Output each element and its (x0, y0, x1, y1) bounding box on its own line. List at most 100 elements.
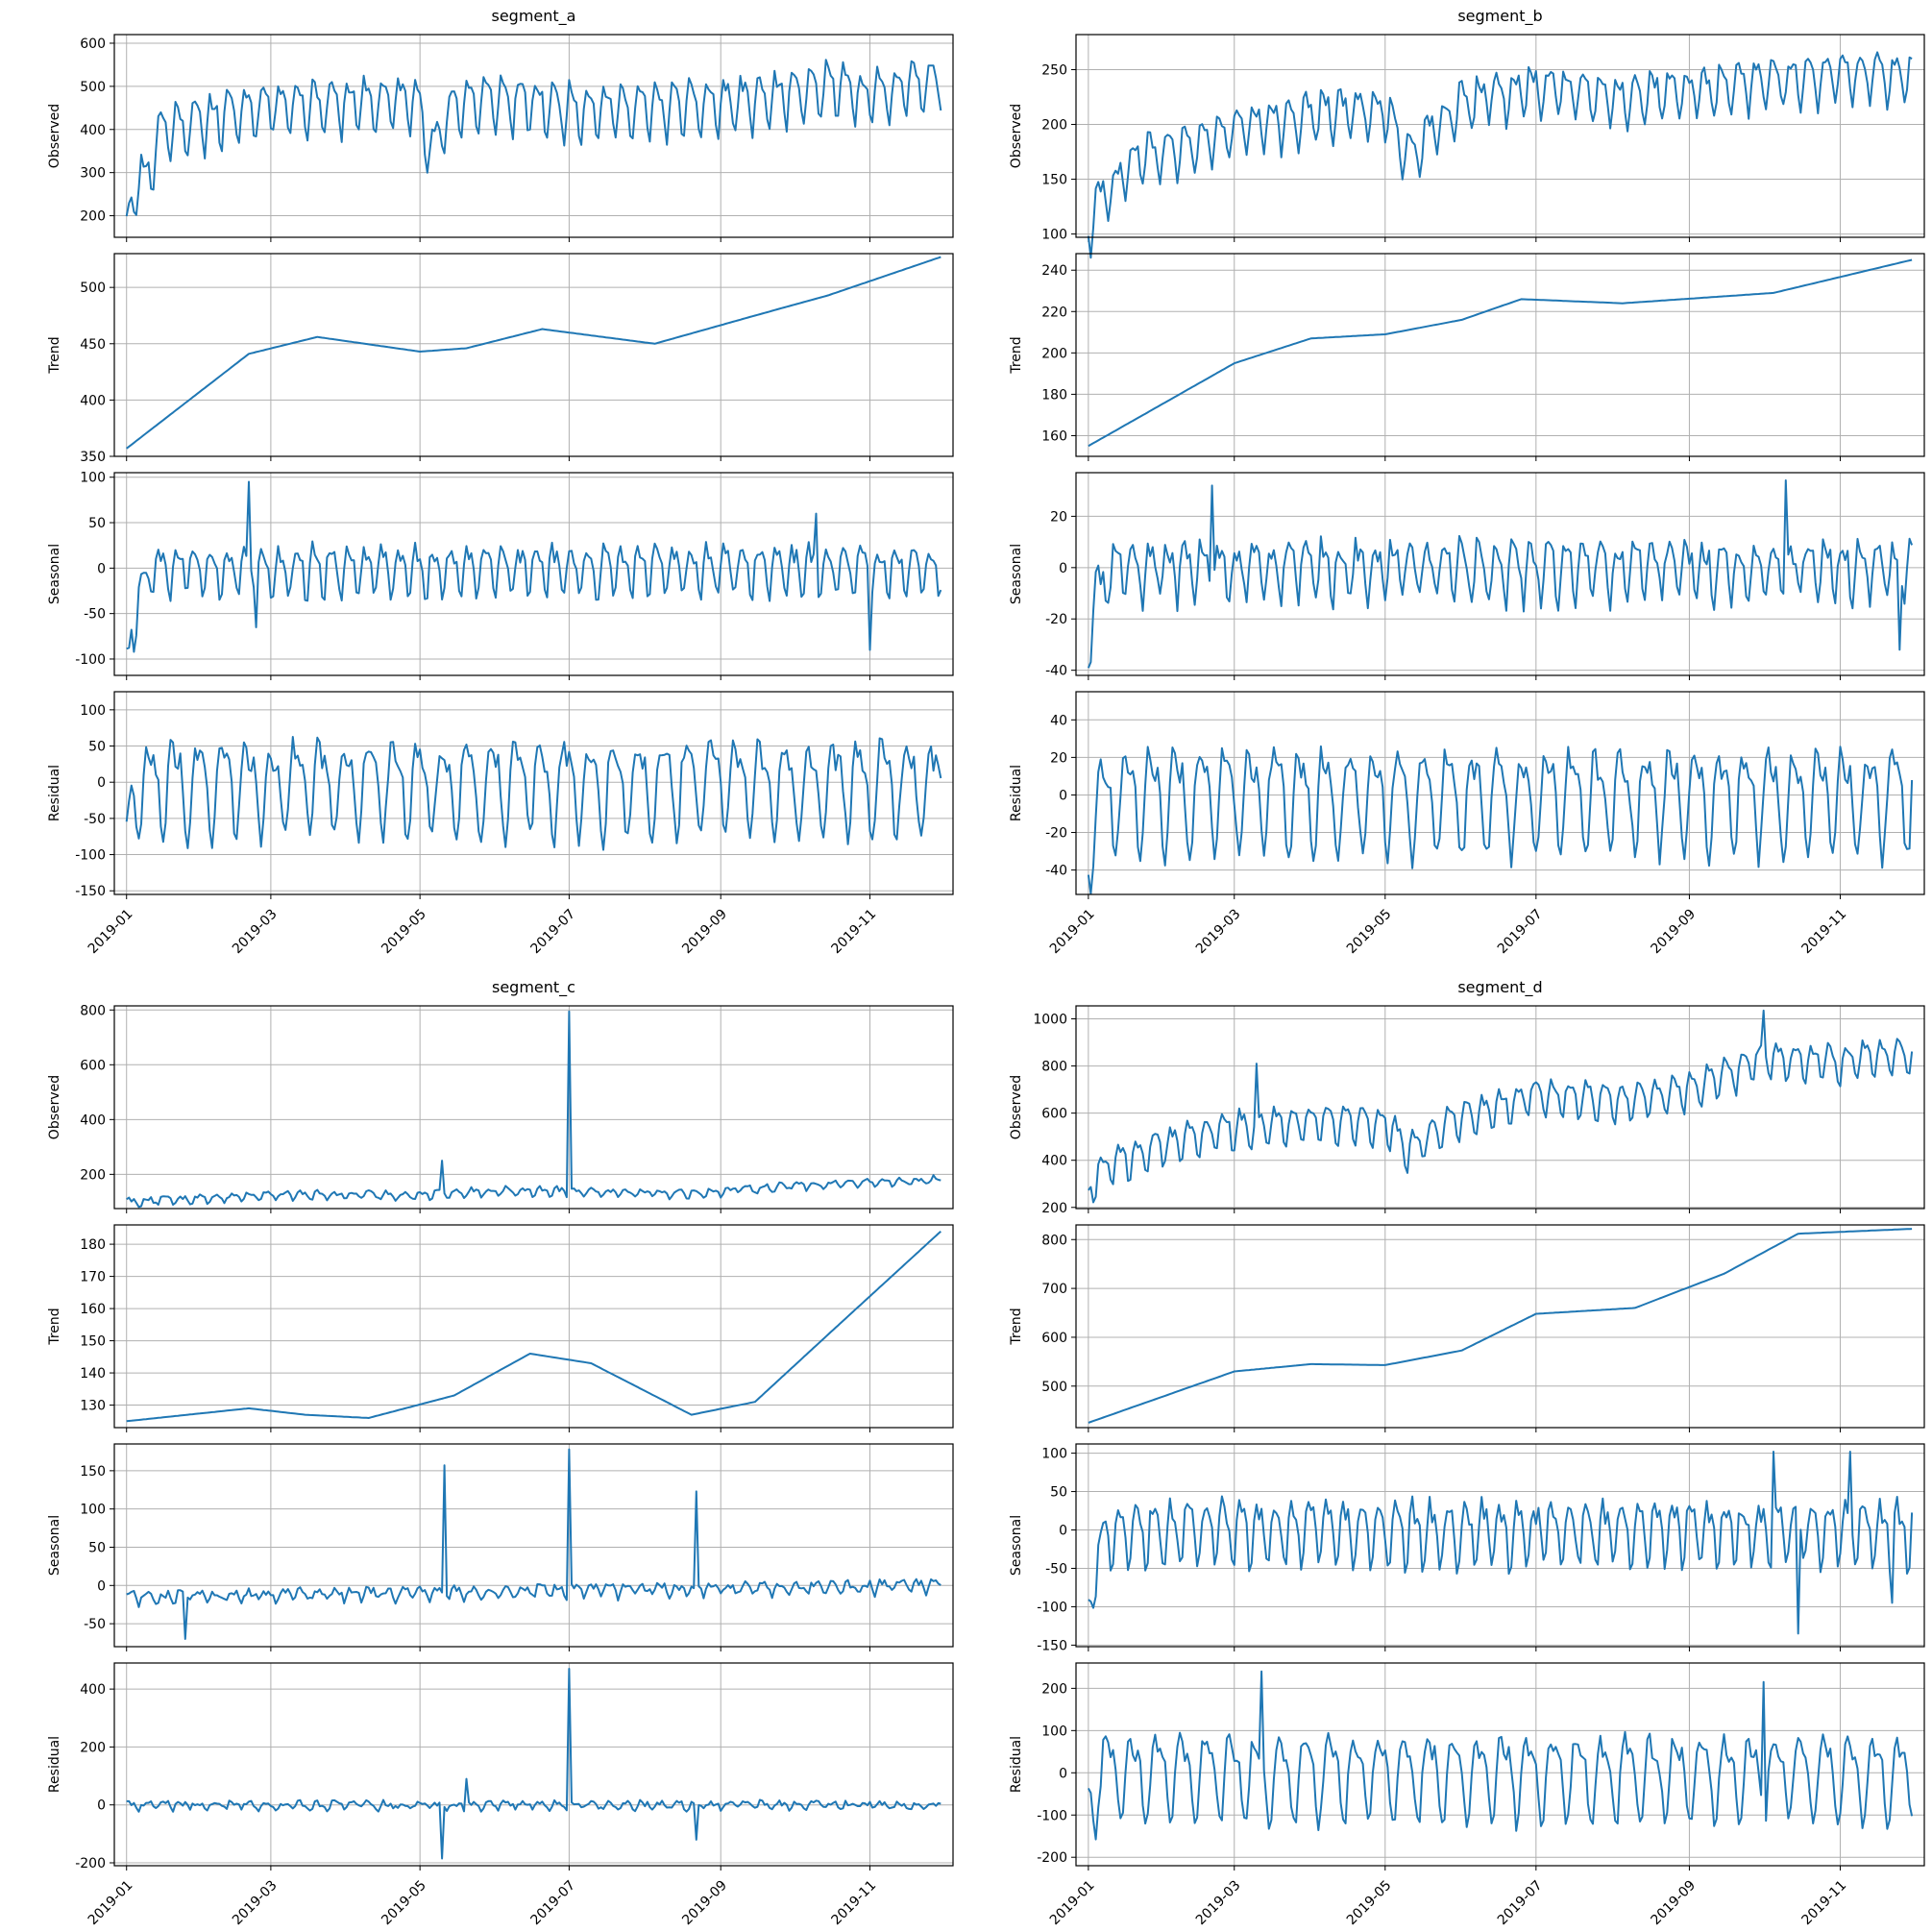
y-tick-label: 400 (1041, 1154, 1067, 1169)
y-tick-label: -40 (1045, 664, 1067, 679)
y-tick-label: 600 (1041, 1331, 1067, 1346)
y-tick-label: 220 (1041, 305, 1067, 320)
y-tick-label: 160 (1041, 428, 1067, 444)
segment_b-residual-series (1087, 745, 1914, 895)
x-tick-label: 2019-09 (1649, 906, 1700, 957)
y-tick-label: 0 (97, 775, 106, 791)
x-tick-label: 2019-11 (1799, 1877, 1850, 1928)
axes-frame (113, 1224, 954, 1429)
y-tick-label: 200 (1041, 1201, 1067, 1216)
y-tick-label: 100 (80, 1503, 106, 1518)
y-axis-label: Seasonal (47, 544, 62, 604)
y-tick-label: 1000 (1033, 1012, 1067, 1027)
chart-title: segment_b (1457, 7, 1542, 26)
segment_c-trend-series (126, 1230, 942, 1423)
segment_b-observed-series (1087, 51, 1913, 259)
y-tick-label: 140 (80, 1366, 106, 1382)
x-tick-label: 2019-01 (86, 906, 136, 957)
axes-frame (1075, 34, 1925, 238)
panel-trend: 350 400 450 500 Trend (47, 253, 954, 465)
y-tick-label: 300 (80, 166, 106, 182)
y-tick-label: 500 (80, 80, 106, 95)
segment_c-seasonal-series (126, 1448, 942, 1640)
x-tick-label: 2019-07 (1495, 1877, 1546, 1928)
y-axis-label: Observed (1009, 104, 1024, 168)
y-tick-label: 20 (1050, 750, 1067, 766)
x-tick-label: 2019-05 (1344, 1877, 1395, 1928)
segment_a-seasonal-series (126, 480, 942, 653)
y-axis-label: Residual (1009, 765, 1024, 821)
y-tick-label: 800 (1041, 1233, 1067, 1248)
y-tick-label: -100 (75, 848, 106, 864)
panel-seasonal: -50 0 50 100 150 Seasonal (47, 1443, 954, 1651)
segment_d-residual-series (1088, 1670, 1914, 1841)
y-tick-label: 200 (1041, 346, 1067, 361)
y-tick-label: 800 (80, 1003, 106, 1018)
y-tick-label: -100 (75, 652, 106, 668)
y-tick-label: 170 (80, 1270, 106, 1285)
panel-observed: 200 300 400 500 600 Observed (47, 34, 954, 242)
y-tick-label: 200 (1041, 118, 1067, 134)
segment_b-trend-series (1088, 258, 1913, 448)
axes-frame (1075, 253, 1925, 457)
x-tick-label: 2019-11 (829, 1877, 880, 1928)
y-tick-label: 700 (1041, 1282, 1067, 1297)
x-tick-label: 2019-09 (1649, 1877, 1700, 1928)
x-tick-label: 2019-09 (679, 1877, 730, 1928)
y-tick-label: -50 (1045, 1561, 1067, 1577)
y-tick-label: 20 (1050, 509, 1067, 525)
y-axis-label: Trend (47, 336, 62, 374)
y-tick-label: 100 (80, 471, 106, 486)
axes-frame (1075, 691, 1925, 895)
x-tick-label: 2019-07 (1495, 906, 1546, 957)
y-tick-label: 50 (88, 516, 106, 531)
y-axis-label: Seasonal (1009, 1515, 1024, 1576)
segment_c-residual-series (126, 1668, 942, 1860)
panel-residual: -200 -100 0 100 200 Residual 2019-01 2019-03 201… (1009, 1662, 1925, 1928)
segment_d-observed-series (1088, 1009, 1914, 1204)
segment_d-trend-series (1088, 1228, 1913, 1424)
x-tick-label: 2019-11 (829, 906, 880, 957)
y-tick-label: 200 (1041, 1681, 1067, 1697)
y-tick-label: 0 (97, 1798, 106, 1814)
x-tick-label: 2019-03 (230, 1877, 281, 1928)
y-tick-label: 100 (1041, 1724, 1067, 1739)
panel-residual: -40 -20 0 20 40 Residual 2019-01 2019-03 2019-05… (1009, 691, 1925, 957)
y-tick-label: -40 (1045, 864, 1067, 879)
y-axis-label: Seasonal (47, 1515, 62, 1576)
y-tick-label: -150 (1037, 1638, 1067, 1653)
axes-frame (1075, 1005, 1925, 1210)
axes-frame (113, 472, 954, 676)
y-tick-label: 50 (88, 740, 106, 755)
axes-frame (1075, 1224, 1925, 1429)
y-axis-label: Observed (47, 1075, 62, 1139)
y-tick-label: -20 (1045, 826, 1067, 842)
y-tick-label: 200 (80, 1167, 106, 1183)
y-tick-label: 600 (80, 1058, 106, 1073)
y-tick-label: 150 (1041, 173, 1067, 188)
y-tick-label: 0 (97, 561, 106, 576)
y-tick-label: 130 (80, 1399, 106, 1414)
panel-trend: 130 140 150 160 170 180 Trend (47, 1224, 954, 1432)
y-tick-label: -150 (75, 884, 106, 899)
x-tick-label: 2019-03 (230, 906, 281, 957)
y-axis-label: Observed (1009, 1075, 1024, 1139)
y-tick-label: 240 (1041, 263, 1067, 279)
x-tick-label: 2019-03 (1193, 906, 1244, 957)
y-tick-label: 50 (88, 1540, 106, 1555)
axes-frame (113, 1443, 954, 1648)
y-axis-label: Residual (1009, 1736, 1024, 1793)
chart-title: segment_c (492, 978, 575, 997)
y-tick-label: 0 (1059, 1766, 1067, 1781)
axes-frame (113, 691, 954, 895)
segment_c-observed-series (126, 1010, 942, 1209)
y-tick-label: -100 (1037, 1600, 1067, 1615)
y-tick-label: 180 (80, 1237, 106, 1253)
y-tick-label: -50 (84, 812, 106, 827)
segment_b-seasonal-series (1087, 479, 1914, 669)
axes-frame (1075, 1662, 1925, 1867)
x-tick-label: 2019-09 (679, 906, 730, 957)
chart-title: segment_a (492, 7, 576, 26)
x-tick-label: 2019-05 (379, 906, 429, 957)
panel-seasonal: -100 -50 0 50 100 Seasonal (47, 471, 954, 680)
